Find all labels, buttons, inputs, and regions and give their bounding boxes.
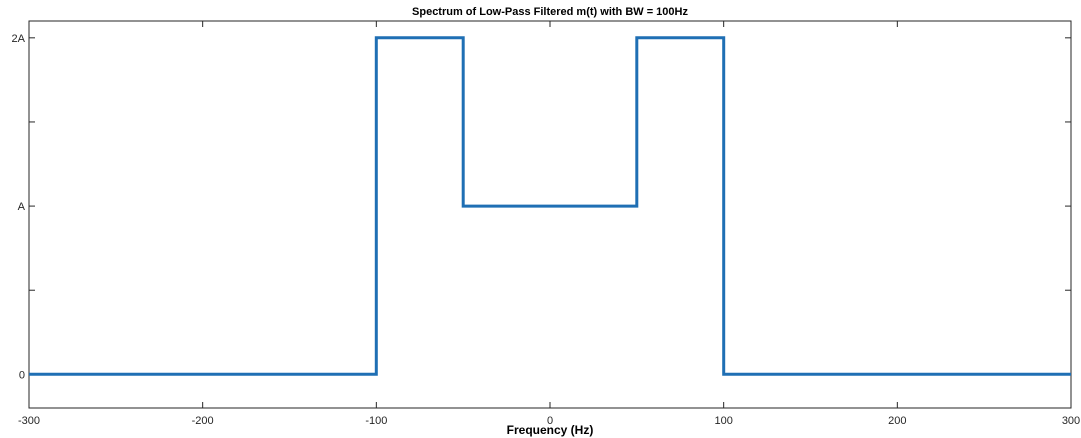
y-tick-label: 0: [19, 369, 25, 381]
x-tick-label: 100: [714, 415, 732, 427]
x-tick-label: 0: [547, 415, 553, 427]
x-tick-label: 200: [888, 415, 906, 427]
y-tick-label: A: [18, 201, 26, 213]
y-tick-label: 2A: [12, 33, 26, 45]
x-tick-label: 300: [1062, 415, 1080, 427]
plot-area: -300 -200 -100 0 100 200 300 0 A 2A: [12, 20, 1080, 427]
x-tick-label: -100: [365, 415, 387, 427]
x-tick-label: -200: [192, 415, 214, 427]
chart-title: Spectrum of Low-Pass Filtered m(t) with …: [412, 6, 688, 18]
axes-box: [28, 20, 1072, 409]
spectrum-series-line: [29, 36, 1071, 376]
x-axis-label: Frequency (Hz): [507, 423, 594, 437]
x-tick-label: -300: [18, 415, 40, 427]
